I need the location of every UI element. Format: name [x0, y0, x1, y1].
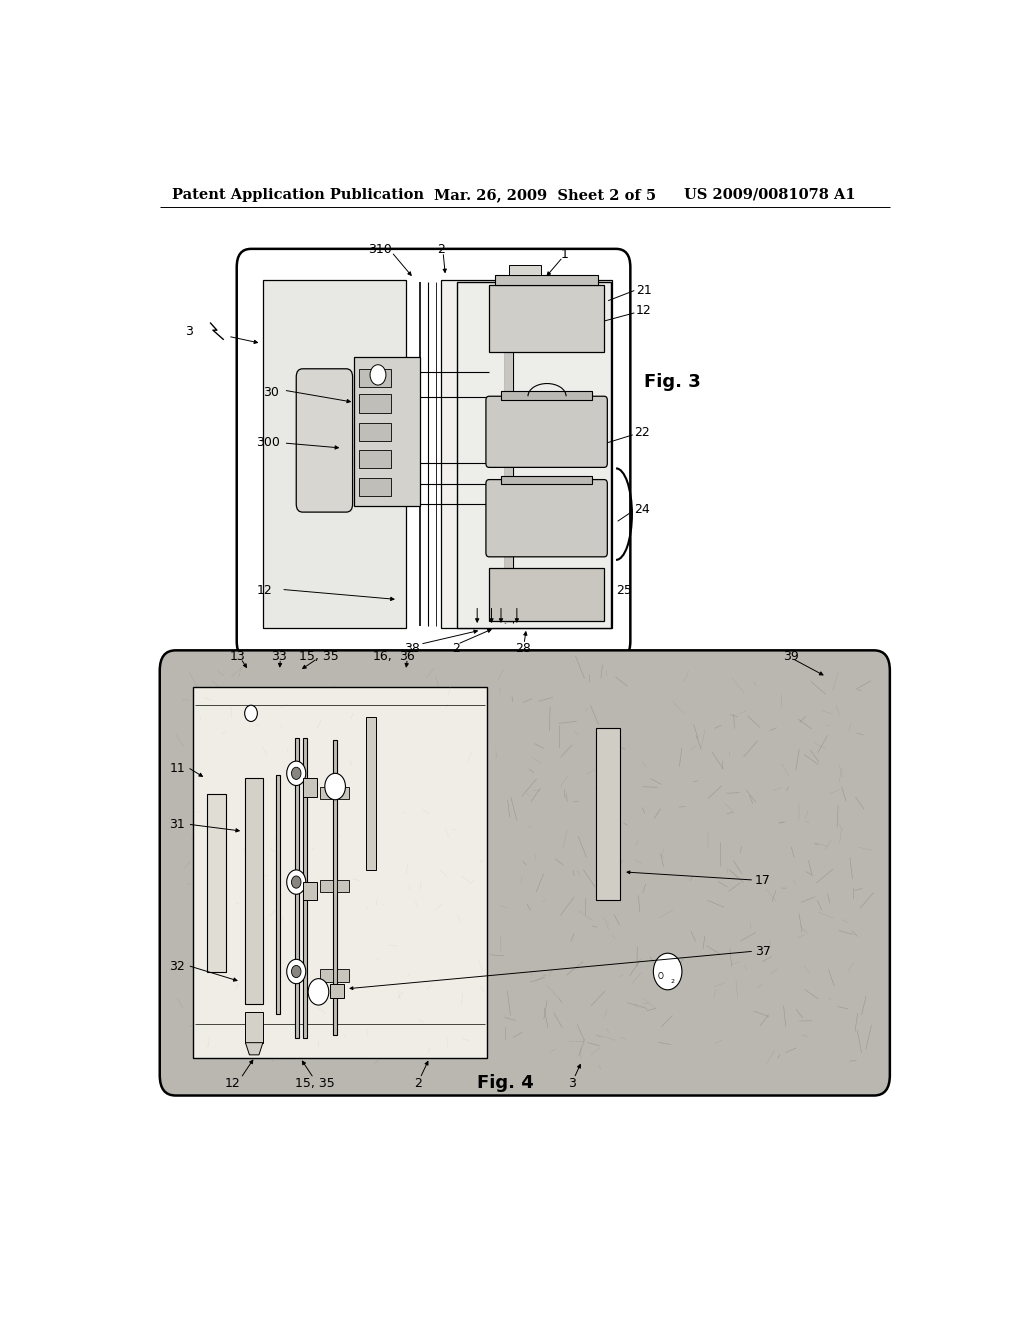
Text: 2: 2: [452, 642, 460, 655]
Bar: [303, 738, 306, 1038]
Circle shape: [308, 978, 329, 1005]
Bar: [246, 779, 263, 1005]
Bar: [359, 478, 391, 496]
Text: 11: 11: [169, 762, 185, 775]
Polygon shape: [246, 1043, 263, 1055]
Text: 16,: 16,: [373, 649, 392, 663]
Circle shape: [292, 767, 301, 779]
Bar: [441, 280, 612, 628]
Bar: [359, 395, 391, 412]
Circle shape: [287, 960, 306, 983]
Bar: [501, 475, 592, 483]
FancyBboxPatch shape: [237, 249, 631, 660]
Text: 300: 300: [257, 437, 281, 450]
Bar: [359, 422, 391, 441]
Bar: [295, 738, 299, 1038]
Circle shape: [653, 953, 682, 990]
Text: 24: 24: [634, 503, 650, 516]
Circle shape: [287, 870, 306, 894]
Text: 32: 32: [169, 960, 185, 973]
Bar: [489, 568, 604, 620]
Bar: [489, 285, 604, 351]
Text: 12: 12: [225, 1077, 241, 1090]
Text: 28: 28: [515, 642, 531, 655]
Bar: [596, 727, 620, 900]
Text: 21: 21: [636, 284, 651, 297]
Bar: [501, 391, 592, 400]
Text: 2: 2: [437, 243, 445, 256]
Text: Fig. 4: Fig. 4: [477, 1074, 534, 1093]
Bar: [194, 686, 486, 1057]
Circle shape: [370, 364, 386, 385]
FancyBboxPatch shape: [296, 368, 352, 512]
Bar: [496, 276, 598, 285]
Text: 38: 38: [404, 642, 420, 655]
Text: 33: 33: [270, 649, 287, 663]
Circle shape: [292, 876, 301, 888]
Text: 310: 310: [369, 243, 392, 256]
Text: US 2009/0081078 A1: US 2009/0081078 A1: [684, 187, 855, 202]
Text: 1: 1: [560, 248, 568, 261]
Text: 30: 30: [263, 385, 279, 399]
Bar: [505, 351, 513, 623]
Bar: [359, 450, 391, 469]
Circle shape: [292, 965, 301, 978]
Text: 15, 35: 15, 35: [295, 1077, 335, 1090]
Bar: [333, 739, 337, 1035]
Bar: [321, 787, 333, 799]
Text: 13: 13: [229, 649, 246, 663]
Bar: [303, 882, 316, 900]
Text: Patent Application Publication: Patent Application Publication: [172, 187, 424, 202]
Bar: [321, 969, 333, 982]
Circle shape: [325, 774, 345, 800]
Text: 2: 2: [670, 979, 674, 985]
Text: 3: 3: [568, 1077, 577, 1090]
Text: 15, 35: 15, 35: [299, 649, 338, 663]
Bar: [367, 718, 376, 870]
Bar: [359, 368, 391, 387]
FancyBboxPatch shape: [160, 651, 890, 1096]
Text: 22: 22: [634, 426, 650, 440]
Text: 3: 3: [185, 325, 193, 338]
Text: 37: 37: [755, 945, 771, 958]
FancyBboxPatch shape: [486, 479, 607, 557]
Bar: [207, 793, 226, 972]
Text: 25: 25: [616, 583, 632, 597]
FancyBboxPatch shape: [486, 396, 607, 467]
Bar: [330, 983, 344, 998]
Text: Mar. 26, 2009  Sheet 2 of 5: Mar. 26, 2009 Sheet 2 of 5: [433, 187, 655, 202]
Bar: [509, 265, 541, 276]
Text: 12: 12: [636, 305, 651, 317]
Text: O: O: [658, 972, 664, 981]
Bar: [458, 282, 610, 628]
Bar: [321, 880, 333, 892]
Text: 36: 36: [399, 649, 415, 663]
Circle shape: [287, 762, 306, 785]
Bar: [337, 969, 349, 982]
Bar: [303, 779, 316, 797]
Text: 39: 39: [782, 649, 799, 663]
Bar: [337, 787, 349, 799]
Text: 17: 17: [755, 874, 771, 887]
Bar: [354, 356, 420, 506]
Bar: [337, 880, 349, 892]
Bar: [275, 775, 281, 1014]
Text: 12: 12: [257, 583, 272, 597]
Text: 2: 2: [414, 1077, 422, 1090]
Circle shape: [245, 705, 257, 722]
Text: 31: 31: [169, 817, 185, 830]
Bar: [246, 1012, 263, 1043]
Text: Fig. 3: Fig. 3: [644, 374, 700, 391]
Bar: [263, 280, 406, 628]
